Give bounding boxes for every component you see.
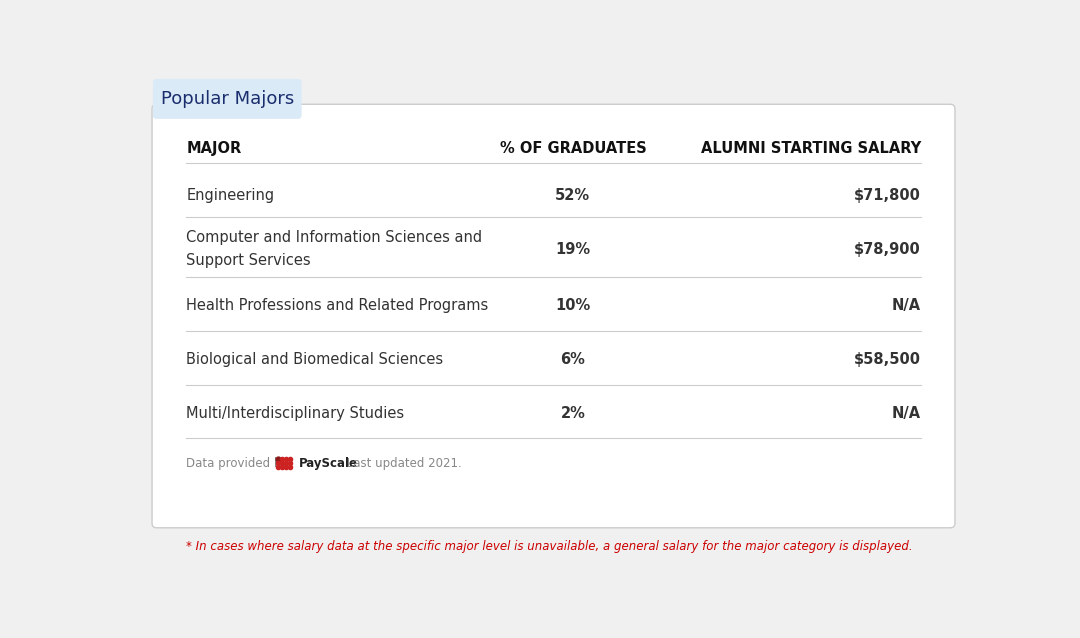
Text: Multi/Interdisciplinary Studies: Multi/Interdisciplinary Studies	[186, 406, 404, 420]
Text: ALUMNI STARTING SALARY: ALUMNI STARTING SALARY	[701, 142, 921, 156]
Text: PayScale: PayScale	[298, 457, 357, 470]
Text: Health Professions and Related Programs: Health Professions and Related Programs	[186, 298, 488, 313]
Text: 52%: 52%	[555, 188, 591, 203]
Text: Biological and Biomedical Sciences: Biological and Biomedical Sciences	[186, 352, 443, 367]
Text: $71,800: $71,800	[854, 188, 921, 203]
Text: $78,900: $78,900	[854, 242, 921, 256]
Text: % OF GRADUATES: % OF GRADUATES	[499, 142, 646, 156]
FancyBboxPatch shape	[153, 79, 301, 119]
Text: * In cases where salary data at the specific major level is unavailable, a gener: * In cases where salary data at the spec…	[186, 540, 913, 553]
Text: $58,500: $58,500	[854, 352, 921, 367]
Text: 2%: 2%	[561, 406, 585, 420]
Text: MAJOR: MAJOR	[186, 142, 242, 156]
Text: Data provided by: Data provided by	[186, 457, 293, 470]
Text: Last updated 2021.: Last updated 2021.	[343, 457, 462, 470]
Text: 10%: 10%	[555, 298, 591, 313]
Text: Computer and Information Sciences and
Support Services: Computer and Information Sciences and Su…	[186, 230, 483, 267]
Text: 19%: 19%	[555, 242, 591, 256]
Text: N/A: N/A	[892, 298, 921, 313]
Text: Popular Majors: Popular Majors	[161, 90, 294, 108]
Text: Engineering: Engineering	[186, 188, 274, 203]
FancyBboxPatch shape	[152, 104, 955, 528]
Text: N/A: N/A	[892, 406, 921, 420]
Text: 6%: 6%	[561, 352, 585, 367]
